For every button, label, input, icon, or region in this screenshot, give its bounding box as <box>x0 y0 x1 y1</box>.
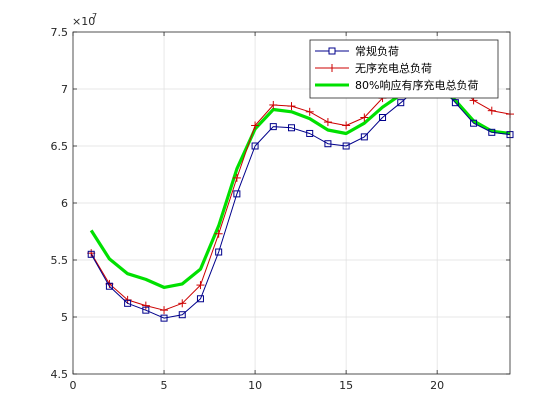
y-tick-label: 7.5 <box>51 26 69 39</box>
data-point-plus <box>196 281 205 290</box>
data-point-square <box>379 114 387 121</box>
y-exponent-power: 7 <box>92 12 97 21</box>
legend-label: 常规负荷 <box>355 44 399 58</box>
legend-item-2: 无序充电总负荷 <box>315 61 432 75</box>
x-tick-label: 5 <box>161 379 168 392</box>
y-tick-label: 6 <box>61 197 68 210</box>
data-point-square <box>306 129 314 137</box>
data-point-plus <box>214 229 223 238</box>
data-point-plus <box>287 102 296 111</box>
data-point-square <box>451 99 459 107</box>
data-point-square <box>397 99 405 107</box>
data-point-plus <box>360 113 369 122</box>
legend-item-1: 常规负荷 <box>315 44 399 58</box>
data-point-square <box>470 119 478 127</box>
y-tick-label: 6.5 <box>51 140 69 153</box>
legend-label: 80%响应有序充电总负荷 <box>355 78 478 92</box>
data-point-square <box>178 311 186 319</box>
data-point-square <box>360 133 368 141</box>
data-point-plus <box>323 118 332 127</box>
data-point-plus <box>232 173 241 182</box>
data-point-square <box>124 299 132 307</box>
x-tick-label: 20 <box>430 379 444 392</box>
legend-marker-square <box>328 47 336 55</box>
data-point-plus <box>178 299 187 308</box>
data-point-square <box>196 295 204 303</box>
data-point-square <box>324 140 332 148</box>
y-exponent-base: ×10 <box>72 15 95 28</box>
x-tick-label: 10 <box>248 379 262 392</box>
y-tick-label: 7 <box>61 83 68 96</box>
data-point-square <box>142 306 150 314</box>
data-point-plus <box>487 106 496 115</box>
data-point-square <box>105 282 113 290</box>
data-point-plus <box>269 100 278 109</box>
data-point-square <box>160 314 168 322</box>
data-point-plus <box>251 121 260 130</box>
data-point-square <box>87 250 95 258</box>
x-tick-label: 15 <box>339 379 353 392</box>
data-point-square <box>288 124 295 132</box>
y-tick-label: 4.5 <box>51 368 69 381</box>
data-point-square <box>233 190 241 198</box>
legend-label: 无序充电总负荷 <box>355 61 432 75</box>
data-point-square <box>488 128 496 136</box>
legend-box <box>309 39 499 99</box>
data-point-square <box>342 142 350 150</box>
data-point-plus <box>342 121 351 130</box>
y-tick-label: 5 <box>61 311 68 324</box>
data-point-plus <box>141 301 150 310</box>
data-point-square <box>215 248 223 256</box>
data-point-square <box>269 123 277 131</box>
data-point-square <box>251 142 259 150</box>
x-tick-label: 0 <box>70 379 77 392</box>
tick-layer: 0 5 10 15 20 4.5 5 5.5 6 6.5 7 7.5 <box>51 26 510 392</box>
legend-item-3: 80%响应有序充电总负荷 <box>315 78 478 92</box>
y-tick-label: 5.5 <box>51 254 69 267</box>
data-point-plus <box>160 306 169 315</box>
data-point-plus <box>305 107 314 116</box>
